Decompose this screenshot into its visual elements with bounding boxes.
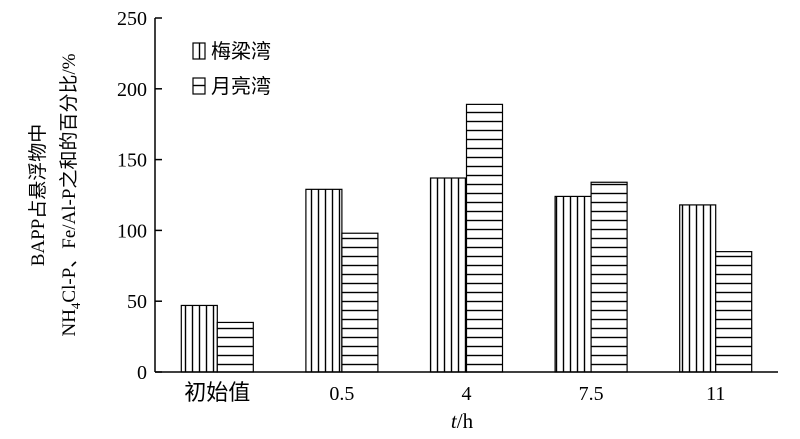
x-axis-label: t/h (451, 409, 474, 433)
x-ticks: 初始值 0.5 4 7.5 11 (184, 380, 725, 405)
axes (154, 18, 778, 373)
x-tick-label: 11 (706, 383, 725, 405)
bar-meiliang-2 (429, 177, 468, 373)
y-tick-label: 150 (117, 150, 147, 172)
bar-yueliang-2 (465, 103, 504, 373)
bar-yueliang-3 (590, 181, 628, 373)
bar-meiliang-4 (679, 204, 717, 373)
legend-label-yueliang: 月亮湾 (211, 74, 271, 98)
bar-meiliang-1 (305, 188, 343, 373)
y-axis-label-line1: BAPP占悬浮物中 (27, 124, 49, 267)
y-tick-label: 50 (127, 291, 147, 313)
bar-yueliang-0 (216, 321, 254, 373)
x-axis-label-var: t (451, 409, 458, 433)
legend: 梅梁湾 月亮湾 (192, 39, 271, 98)
x-tick-label: 7.5 (579, 383, 604, 405)
y-tick-label: 100 (117, 220, 147, 242)
x-axis-label-unit: /h (457, 409, 474, 433)
y-axis-label-line2: NH4Cl-P、Fe/Al-P之和的百分比/% (58, 53, 83, 336)
y-tick-label: 0 (137, 362, 147, 384)
bars-group (180, 103, 753, 373)
x-tick-label: 0.5 (329, 383, 354, 405)
y-label-sub: 4 (68, 302, 83, 309)
y-tick-label: 200 (117, 79, 147, 101)
legend-swatch-meiliang (192, 42, 206, 60)
legend-label-meiliang: 梅梁湾 (211, 39, 271, 63)
bar-yueliang-1 (341, 232, 379, 373)
x-tick-label: 4 (462, 383, 472, 405)
bar-meiliang-0 (180, 304, 218, 373)
y-ticks: 0 50 100 150 200 250 (117, 8, 162, 384)
y-tick-label: 250 (117, 8, 147, 30)
y-label-nh: NH (59, 309, 80, 337)
x-tick-label: 初始值 (184, 380, 250, 405)
bar-meiliang-3 (554, 195, 592, 373)
y-label-rest: Cl-P、Fe/Al-P之和的百分比/% (58, 53, 80, 302)
bar-yueliang-4 (715, 251, 753, 373)
legend-swatch-yueliang (192, 77, 206, 95)
